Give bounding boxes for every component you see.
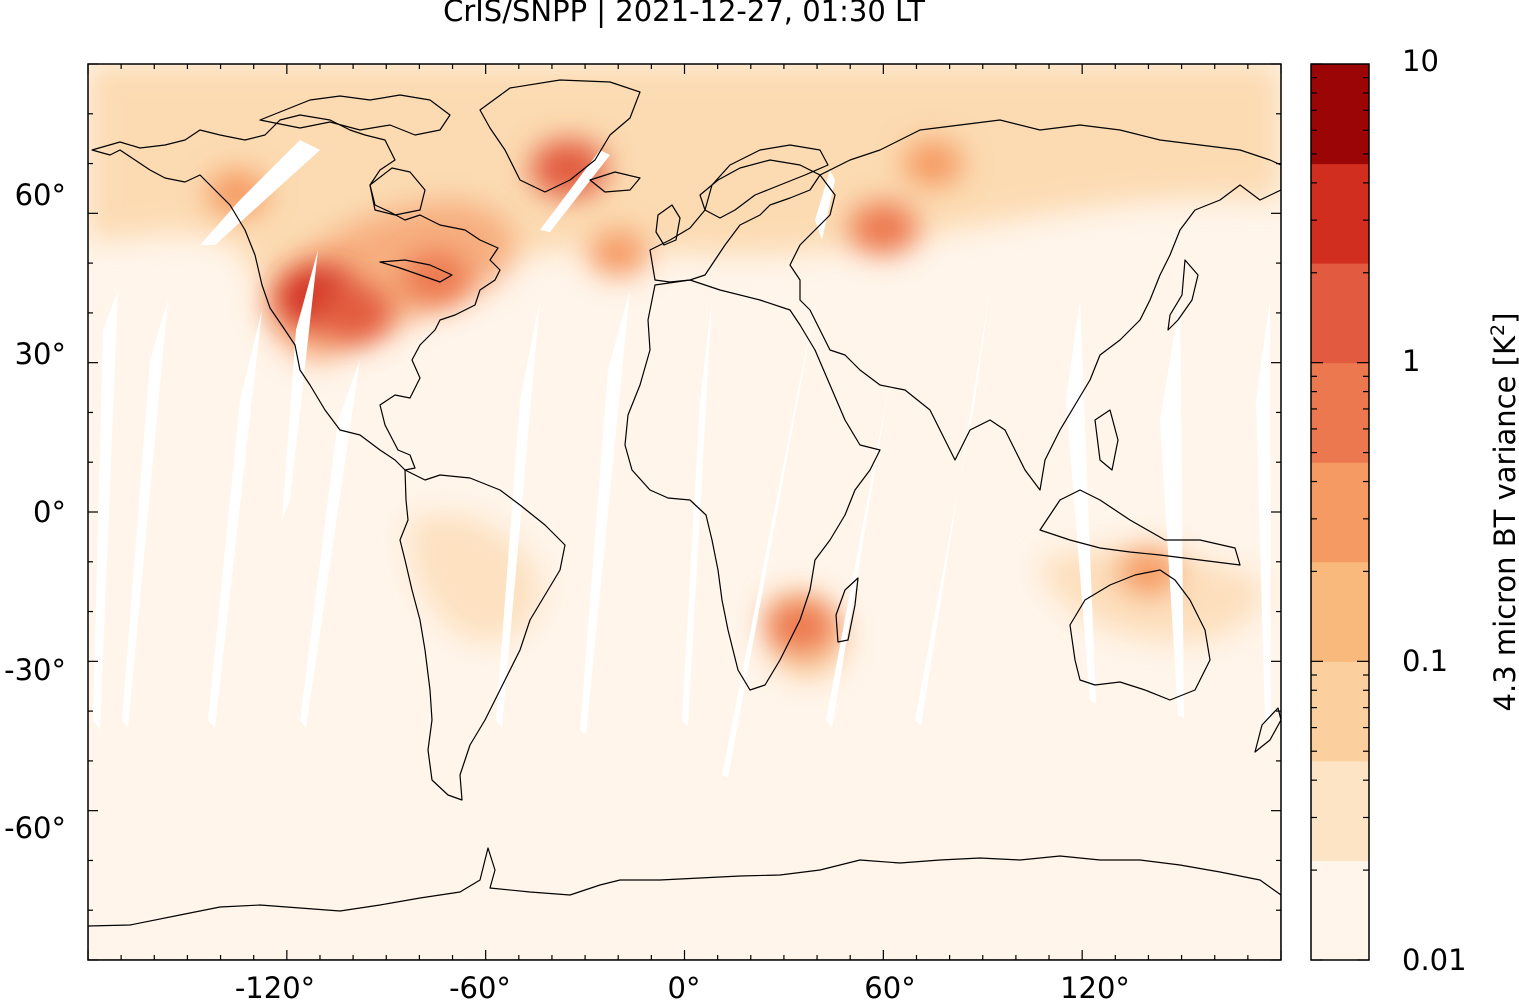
colorbar-bin (1311, 362, 1369, 463)
greenland-coastline (479, 79, 641, 193)
orbit-gaps (93, 140, 1271, 778)
great-lakes-coastline (379, 259, 453, 283)
orbit-gap (1256, 300, 1271, 724)
orbit-gap (282, 250, 318, 520)
coastlines (88, 79, 1281, 960)
hotspot-layer (207, 139, 1179, 653)
variance-hotspot (401, 252, 470, 305)
y-tick-label: 60° (15, 178, 66, 212)
north-america-coastline (91, 114, 501, 471)
madagascar-coastline (835, 577, 859, 643)
europe-coastline (649, 159, 821, 283)
australia-band (1040, 549, 1262, 642)
philippines-coastline (1094, 409, 1119, 471)
colorbar-bin (1311, 462, 1369, 563)
colorbar-bin (1311, 661, 1369, 762)
x-tick-label: 120° (1060, 971, 1130, 1002)
indonesia-coastline (1039, 489, 1241, 566)
iceland-coastline (589, 171, 641, 193)
colorbar-ticks (1311, 63, 1369, 961)
colorbar: 10 1 0.1 0.01 4.3 micron BT variance [K2… (1310, 44, 1519, 977)
colorbar-bin (1311, 263, 1369, 364)
axis-ticks (87, 63, 1282, 961)
orbit-gap (200, 140, 320, 245)
y-axis-labels: 60° 30° 0° -30° -60° (4, 178, 66, 845)
orbit-gap (496, 300, 540, 728)
y-tick-label: -60° (4, 811, 66, 845)
colorbar-bin (1311, 163, 1369, 264)
colorbar-tick-0-1: 0.1 (1402, 644, 1448, 678)
colorbar-tick-0-01: 0.01 (1402, 943, 1467, 977)
variance-hotspot (903, 140, 964, 187)
scandinavia-coastline (704, 144, 829, 219)
colorbar-label: 4.3 micron BT variance [K2] (1487, 313, 1519, 712)
colorbar-tick-1: 1 (1402, 344, 1420, 378)
japan-coastline (1167, 259, 1199, 331)
orbit-gap (826, 290, 905, 728)
orbit-gap (1160, 300, 1184, 718)
orbit-gap (1066, 300, 1096, 704)
map-title: CrIS/SNPP | 2021-12-27, 01:30 LT (443, 0, 925, 28)
orbit-gap (540, 150, 610, 232)
orbit-gap (300, 360, 360, 728)
colorbar-bin (1311, 760, 1369, 861)
x-axis-labels: -120° -60° 0° 60° 120° (235, 971, 1130, 1002)
colorbar-bin (1311, 561, 1369, 662)
y-tick-label: 0° (33, 495, 66, 529)
africa-coastline (624, 279, 881, 691)
orbit-gap (722, 280, 820, 778)
australia-coastline (1069, 569, 1211, 701)
hudson-bay-coastline (369, 167, 426, 216)
colorbar-bins (1311, 64, 1369, 961)
variance-field (88, 64, 1281, 778)
orbit-gap (93, 290, 118, 730)
asia-coastline (789, 119, 1281, 491)
orbit-gap (682, 300, 712, 726)
x-tick-label: 0° (668, 971, 701, 1002)
variance-hotspot (315, 283, 392, 342)
x-tick-label: 60° (864, 971, 915, 1002)
variance-hotspot (849, 202, 918, 255)
x-tick-label: -60° (449, 971, 511, 1002)
variance-hotspot (588, 230, 649, 277)
y-tick-label: -30° (4, 653, 66, 687)
colorbar-frame (1310, 63, 1370, 961)
antarctica-coastline (88, 847, 1281, 960)
new-zealand-coastline (1254, 707, 1281, 753)
orbit-gap (580, 290, 630, 735)
colorbar-tick-10: 10 (1402, 44, 1439, 78)
orbit-gap (208, 310, 262, 728)
canadian-archipelago-coastline (259, 94, 451, 136)
orbit-gap (122, 300, 168, 728)
x-tick-label: -120° (235, 971, 315, 1002)
colorbar-bin (1311, 860, 1369, 961)
variance-hotspot (766, 600, 835, 653)
y-tick-label: 30° (15, 337, 66, 371)
colorbar-bin (1311, 64, 1369, 165)
south-america-coastline (399, 469, 566, 801)
british-isles-coastline (655, 204, 681, 246)
orbit-gap (915, 290, 990, 726)
